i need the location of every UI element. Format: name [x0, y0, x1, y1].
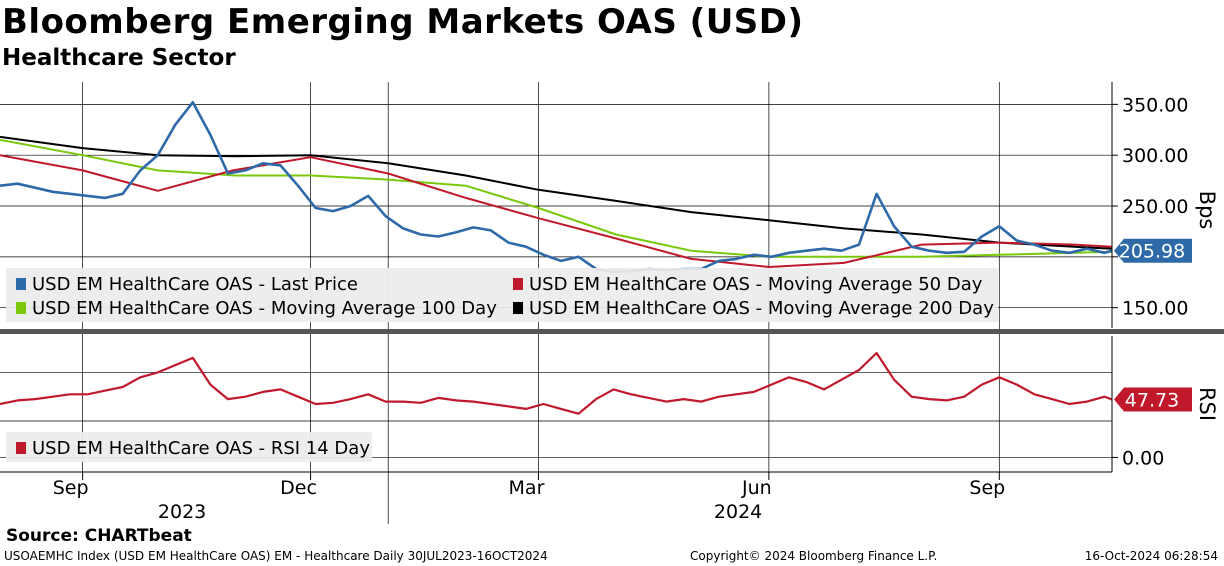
year-label: 2023 — [158, 501, 206, 523]
legend-background — [6, 268, 998, 322]
y-tick-label: 350.00 — [1122, 94, 1188, 116]
x-tick-label: Sep — [53, 477, 89, 499]
legends: USD EM HealthCare OAS - Last Price USD EM… — [6, 268, 998, 462]
legend-entry: USD EM HealthCare OAS - Moving Average 1… — [32, 298, 497, 319]
y-tick-label: 150.00 — [1122, 298, 1188, 320]
source-note: Source: CHARTbeat — [6, 526, 192, 546]
legend-swatch — [16, 442, 26, 454]
legend-swatch — [513, 302, 523, 314]
y-tick-label: 0.00 — [1122, 447, 1164, 469]
legend-swatch — [513, 278, 523, 290]
last-value-box-bg — [1114, 387, 1192, 412]
legend-entry: USD EM HealthCare OAS - Last Price — [32, 274, 358, 295]
legend-entry: USD EM HealthCare OAS - Moving Average 2… — [529, 298, 994, 319]
series-line-last — [0, 101, 1113, 274]
rsi-y-axis-title: RSI — [1195, 387, 1219, 421]
axes — [0, 82, 1224, 480]
year-label: 2024 — [714, 501, 762, 523]
series-line-ma200 — [0, 135, 1113, 250]
legend-entry: USD EM HealthCare OAS - RSI 14 Day — [32, 438, 370, 459]
series-line-rsi — [0, 351, 1113, 415]
last-value-box-text: 205.98 — [1119, 241, 1185, 263]
price-y-axis-title: Bps — [1195, 191, 1219, 230]
rsi-legend: USD EM HealthCare OAS - RSI 14 Day — [6, 432, 372, 462]
copyright: Copyright© 2024 Bloomberg Finance L.P. — [690, 549, 938, 563]
index-info: USOAEMHC Index (USD EM HealthCare OAS) E… — [4, 549, 548, 563]
last-value-box-bg — [1114, 238, 1192, 263]
legend-background — [6, 432, 372, 462]
x-tick-label: Jun — [741, 477, 772, 499]
last-value-box-text: 47.73 — [1125, 389, 1179, 411]
x-tick-label: Mar — [509, 477, 545, 499]
y-tick-label: 300.00 — [1122, 145, 1188, 167]
x-tick-label: Dec — [280, 477, 317, 499]
axis-labels: 150.00 250.00 300.00 350.00 0.00 Bps RSI 205.98… — [53, 94, 1219, 523]
series-line-ma100 — [0, 138, 1113, 258]
price-last-value-box: 205.98 — [1114, 238, 1192, 263]
legend-entry: USD EM HealthCare OAS - Moving Average 5… — [529, 274, 983, 295]
legend-swatch — [16, 278, 26, 290]
panel-separator — [0, 329, 1224, 334]
price-legend: USD EM HealthCare OAS - Last Price USD EM… — [6, 268, 998, 322]
x-tick-label: Sep — [969, 477, 1005, 499]
series-lines — [0, 101, 1113, 415]
chart-title: Bloomberg Emerging Markets OAS (USD) — [2, 2, 804, 42]
series-line-ma50 — [0, 154, 1113, 268]
timestamp: 16-Oct-2024 06:28:54 — [1084, 549, 1218, 563]
chart-subtitle: Healthcare Sector — [2, 45, 236, 71]
y-tick-label: 250.00 — [1122, 196, 1188, 218]
legend-swatch — [16, 302, 26, 314]
rsi-last-value-box: 47.73 — [1114, 387, 1192, 412]
